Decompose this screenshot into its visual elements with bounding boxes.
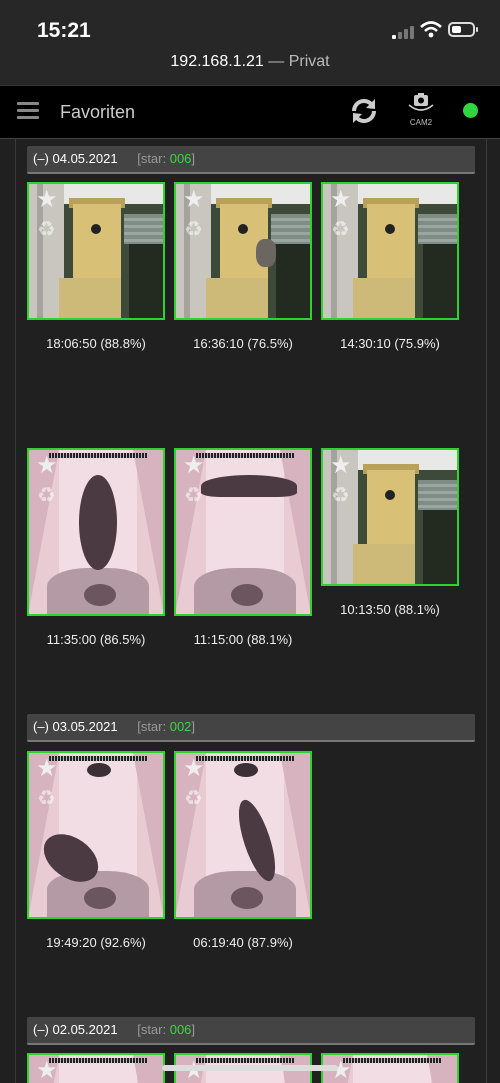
connection-status-dot	[463, 103, 478, 118]
signal-icon	[392, 26, 414, 39]
camera-switch-button[interactable]: CAM2	[404, 91, 438, 127]
recycle-icon[interactable]: ♻	[37, 787, 56, 810]
star-icon[interactable]: ★	[183, 755, 205, 782]
refresh-icon[interactable]	[348, 95, 380, 127]
star-icon[interactable]: ★	[36, 452, 58, 479]
day-star-count: [star: 002]	[137, 719, 196, 734]
recycle-icon[interactable]: ♻	[331, 484, 350, 507]
page-title: Favoriten	[60, 102, 136, 122]
camera-label: CAM2	[409, 118, 433, 127]
photo-thumbnail[interactable]: ★ ♻ 06:19:40 (87.9%)	[174, 751, 312, 950]
photo-thumbnail[interactable]: ★ ♻ 18:06:50 (88.8%)	[27, 182, 165, 351]
photo-caption: 18:06:50 (88.8%)	[46, 336, 146, 351]
recycle-icon[interactable]: ♻	[184, 218, 203, 241]
bird	[79, 475, 117, 570]
day-header[interactable]: (–) 02.05.2021 [star: 006]	[27, 1017, 475, 1045]
photo-caption: 11:15:00 (88.1%)	[193, 632, 293, 647]
day-group: (–) 03.05.2021 [star: 002]	[27, 714, 475, 742]
photo-thumbnail[interactable]: ★ ♻ 19:49:20 (92.6%)	[27, 751, 165, 950]
url-suffix: — Privat	[268, 53, 330, 70]
star-icon[interactable]: ★	[183, 1059, 205, 1083]
photo-image[interactable]: ★ ♻	[321, 182, 459, 320]
day-date: (–) 04.05.2021	[33, 151, 118, 166]
photo-caption: 14:30:10 (75.9%)	[340, 336, 440, 351]
url-host: 192.168.1.21	[170, 53, 264, 70]
menu-icon[interactable]	[17, 102, 39, 120]
photo-thumbnail[interactable]: ★	[321, 1053, 459, 1083]
photo-image[interactable]: ★ ♻	[27, 182, 165, 320]
day-group: (–) 02.05.2021 [star: 006]	[27, 1017, 475, 1045]
photo-caption: 19:49:20 (92.6%)	[46, 935, 146, 950]
photo-thumbnail[interactable]: ★ ♻ 16:36:10 (76.5%)	[174, 182, 312, 351]
star-icon[interactable]: ★	[36, 186, 58, 213]
status-bar: 15:21 192.168.1.21 — Privat	[0, 0, 500, 85]
photo-caption: 16:36:10 (76.5%)	[193, 336, 293, 351]
photo-image[interactable]: ★ ♻	[321, 448, 459, 586]
wifi-icon	[420, 21, 442, 38]
photo-thumbnail[interactable]: ★ ♻ 10:13:50 (88.1%)	[321, 448, 459, 617]
star-icon[interactable]: ★	[330, 1057, 352, 1083]
photo-caption: 06:19:40 (87.9%)	[193, 935, 293, 950]
bird	[201, 475, 297, 497]
camera-icon	[408, 93, 434, 111]
clock: 15:21	[37, 19, 91, 42]
day-group: (–) 04.05.2021 [star: 006]	[27, 146, 475, 174]
home-indicator[interactable]	[162, 1065, 338, 1071]
day-date: (–) 03.05.2021	[33, 719, 118, 734]
photo-thumbnail[interactable]: ★ ♻ 11:15:00 (88.1%)	[174, 448, 312, 647]
recycle-icon[interactable]: ♻	[37, 484, 56, 507]
bird	[256, 239, 276, 267]
recycle-icon[interactable]: ♻	[184, 484, 203, 507]
day-date: (–) 02.05.2021	[33, 1022, 118, 1037]
star-icon[interactable]: ★	[330, 186, 352, 213]
star-icon[interactable]: ★	[36, 1057, 58, 1083]
app-bar: Favoriten CAM2	[0, 85, 500, 139]
recycle-icon[interactable]: ♻	[331, 218, 350, 241]
star-icon[interactable]: ★	[183, 186, 205, 213]
photo-image[interactable]: ★ ♻	[174, 751, 312, 919]
photo-caption: 10:13:50 (88.1%)	[340, 602, 440, 617]
star-icon[interactable]: ★	[36, 755, 58, 782]
day-header[interactable]: (–) 03.05.2021 [star: 002]	[27, 714, 475, 742]
photo-image[interactable]: ★ ♻	[27, 751, 165, 919]
day-star-count: [star: 006]	[137, 1022, 196, 1037]
photo-image[interactable]: ★ ♻	[174, 182, 312, 320]
photo-thumbnail[interactable]: ★ ♻ 14:30:10 (75.9%)	[321, 182, 459, 351]
photo-image[interactable]: ★ ♻	[174, 448, 312, 616]
photo-image[interactable]: ★ ♻	[27, 448, 165, 616]
photo-thumbnail[interactable]: ★ ♻ 11:35:00 (86.5%)	[27, 448, 165, 647]
photo-thumbnail[interactable]: ★	[27, 1053, 165, 1083]
star-icon[interactable]: ★	[330, 452, 352, 479]
photo-image[interactable]: ★	[321, 1053, 459, 1083]
recycle-icon[interactable]: ♻	[184, 787, 203, 810]
star-icon[interactable]: ★	[183, 452, 205, 479]
url-bar[interactable]: 192.168.1.21 — Privat	[0, 53, 500, 71]
photo-image[interactable]: ★	[27, 1053, 165, 1083]
battery-icon	[448, 22, 478, 37]
day-star-count: [star: 006]	[137, 151, 196, 166]
recycle-icon[interactable]: ♻	[37, 218, 56, 241]
photo-caption: 11:35:00 (86.5%)	[46, 632, 146, 647]
favorites-list[interactable]: (–) 04.05.2021 [star: 006] ★ ♻ 18:06:50 …	[15, 138, 487, 1083]
day-header[interactable]: (–) 04.05.2021 [star: 006]	[27, 146, 475, 174]
